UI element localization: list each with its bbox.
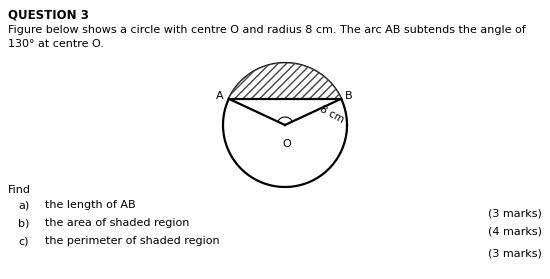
Text: O: O bbox=[283, 139, 292, 149]
Text: Find: Find bbox=[8, 185, 31, 195]
Text: c): c) bbox=[18, 236, 29, 246]
Text: a): a) bbox=[18, 200, 29, 210]
Text: 130° at centre O.: 130° at centre O. bbox=[8, 39, 104, 49]
Polygon shape bbox=[229, 63, 341, 99]
Text: (4 marks): (4 marks) bbox=[488, 227, 542, 237]
Text: QUESTION 3: QUESTION 3 bbox=[8, 8, 89, 21]
Text: b): b) bbox=[18, 218, 29, 228]
Text: the area of shaded region: the area of shaded region bbox=[45, 218, 189, 228]
Text: B: B bbox=[345, 91, 353, 101]
Text: (3 marks): (3 marks) bbox=[488, 209, 542, 219]
Text: 8 cm: 8 cm bbox=[318, 104, 345, 124]
Text: (3 marks): (3 marks) bbox=[488, 249, 542, 259]
Text: Figure below shows a circle with centre O and radius 8 cm. The arc AB subtends t: Figure below shows a circle with centre … bbox=[8, 25, 526, 35]
Text: the perimeter of shaded region: the perimeter of shaded region bbox=[45, 236, 219, 246]
Text: the length of AB: the length of AB bbox=[45, 200, 136, 210]
Text: A: A bbox=[216, 91, 224, 101]
